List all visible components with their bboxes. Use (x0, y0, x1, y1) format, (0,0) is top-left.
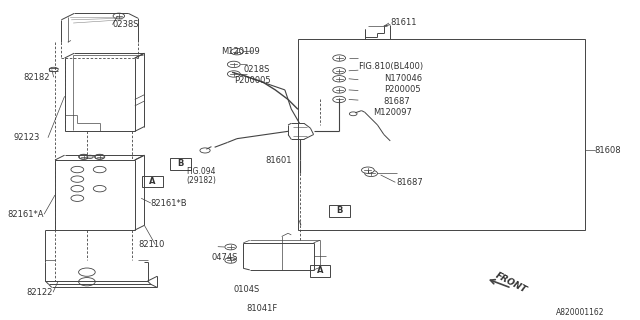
Circle shape (365, 170, 378, 177)
Text: 0218S: 0218S (243, 65, 269, 74)
Text: 82161*A: 82161*A (7, 210, 44, 219)
Text: P200005: P200005 (384, 85, 420, 94)
Text: A820001162: A820001162 (556, 308, 605, 317)
Text: FRONT: FRONT (494, 271, 529, 295)
Text: FIG.094: FIG.094 (186, 167, 216, 176)
Circle shape (225, 258, 236, 263)
Circle shape (79, 155, 88, 159)
Circle shape (333, 76, 346, 82)
Circle shape (349, 112, 357, 116)
Circle shape (333, 55, 346, 61)
Text: 92123: 92123 (13, 133, 40, 142)
Circle shape (95, 155, 104, 159)
Circle shape (333, 87, 346, 93)
Bar (142, 176, 163, 188)
Circle shape (225, 244, 236, 250)
Text: 81611: 81611 (390, 19, 417, 28)
Bar (298, 39, 585, 230)
Text: P200005: P200005 (234, 76, 271, 85)
Bar (310, 265, 330, 276)
Circle shape (49, 67, 58, 72)
Text: 81687: 81687 (384, 97, 411, 106)
Circle shape (93, 186, 106, 192)
Circle shape (362, 167, 374, 173)
Text: 82182: 82182 (23, 73, 49, 82)
Text: 81601: 81601 (266, 156, 292, 164)
Text: 81608: 81608 (595, 146, 621, 155)
Text: 0104S: 0104S (234, 284, 260, 293)
Text: 0238S: 0238S (113, 20, 139, 29)
Circle shape (200, 148, 210, 153)
Text: M120109: M120109 (221, 47, 260, 56)
Text: 82161*B: 82161*B (151, 198, 188, 207)
Circle shape (113, 13, 125, 19)
Text: B: B (177, 159, 184, 168)
Circle shape (227, 71, 240, 77)
Circle shape (333, 96, 346, 103)
Text: B: B (336, 206, 342, 215)
Text: 0474S: 0474S (211, 253, 238, 262)
Bar (329, 205, 349, 217)
Circle shape (79, 277, 95, 286)
Text: A: A (317, 266, 323, 276)
Text: 82110: 82110 (138, 240, 164, 249)
Text: M120097: M120097 (373, 108, 412, 117)
Text: N170046: N170046 (384, 74, 422, 83)
Text: 81041F: 81041F (246, 304, 278, 313)
Circle shape (71, 186, 84, 192)
Text: 81687: 81687 (397, 178, 424, 187)
Text: (29182): (29182) (186, 176, 216, 185)
Circle shape (71, 195, 84, 201)
Text: 82122: 82122 (26, 288, 52, 297)
Circle shape (227, 61, 240, 68)
Circle shape (230, 49, 243, 55)
Circle shape (71, 166, 84, 173)
Circle shape (79, 154, 89, 159)
Text: A: A (149, 177, 156, 186)
Circle shape (333, 68, 346, 74)
Bar (170, 158, 191, 170)
Circle shape (93, 166, 106, 173)
Circle shape (87, 155, 93, 158)
Circle shape (71, 176, 84, 182)
Circle shape (95, 154, 105, 159)
Circle shape (79, 268, 95, 276)
Text: FIG.810(BL400): FIG.810(BL400) (358, 61, 424, 70)
